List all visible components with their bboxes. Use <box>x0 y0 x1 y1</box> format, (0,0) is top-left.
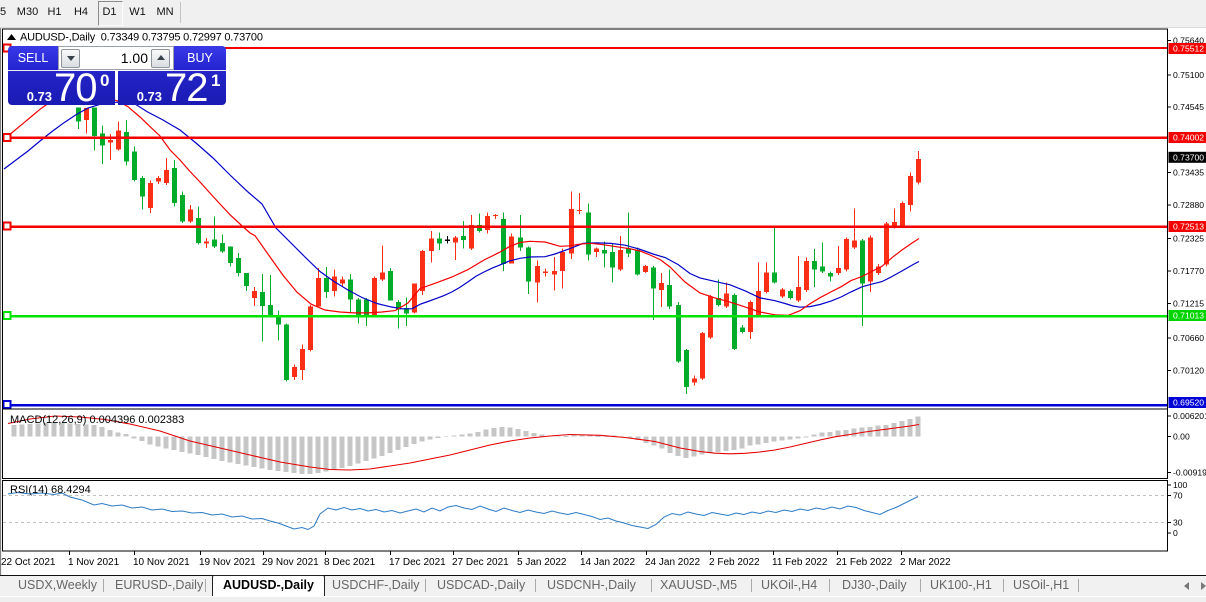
svg-text:0: 0 <box>1173 528 1178 538</box>
svg-text:70: 70 <box>1173 491 1183 501</box>
svg-text:22 Oct 2021: 22 Oct 2021 <box>1 557 56 568</box>
svg-text:29 Nov 2021: 29 Nov 2021 <box>262 557 319 568</box>
svg-text:0.75100: 0.75100 <box>1173 70 1204 80</box>
svg-text:0.70660: 0.70660 <box>1173 333 1204 343</box>
svg-text:0.71215: 0.71215 <box>1173 299 1204 309</box>
svg-text:0.74545: 0.74545 <box>1173 102 1204 112</box>
svg-text:0.75512: 0.75512 <box>1173 44 1204 54</box>
svg-text:2 Mar 2022: 2 Mar 2022 <box>900 557 951 568</box>
svg-text:27 Dec 2021: 27 Dec 2021 <box>452 557 509 568</box>
svg-text:RSI(14) 68.4294: RSI(14) 68.4294 <box>10 484 91 496</box>
svg-text:30: 30 <box>1173 517 1183 527</box>
svg-text:100: 100 <box>1173 480 1188 490</box>
svg-text:14 Jan 2022: 14 Jan 2022 <box>580 557 635 568</box>
svg-text:2 Feb 2022: 2 Feb 2022 <box>709 557 760 568</box>
svg-text:0.70120: 0.70120 <box>1173 366 1204 376</box>
svg-text:5 Jan 2022: 5 Jan 2022 <box>517 557 567 568</box>
svg-text:10 Nov 2021: 10 Nov 2021 <box>133 557 190 568</box>
svg-text:21 Feb 2022: 21 Feb 2022 <box>836 557 893 568</box>
svg-text:0.71770: 0.71770 <box>1173 266 1204 276</box>
svg-text:1 Nov 2021: 1 Nov 2021 <box>68 557 120 568</box>
svg-text:0.69520: 0.69520 <box>1173 398 1204 408</box>
svg-text:0.006201: 0.006201 <box>1173 411 1206 421</box>
svg-text:0.74002: 0.74002 <box>1173 133 1204 143</box>
svg-text:8 Dec 2021: 8 Dec 2021 <box>324 557 376 568</box>
svg-text:19 Nov 2021: 19 Nov 2021 <box>199 557 256 568</box>
svg-text:MACD(12,26,9) 0.004396 0.00238: MACD(12,26,9) 0.004396 0.002383 <box>10 414 184 426</box>
svg-text:0.72325: 0.72325 <box>1173 234 1204 244</box>
svg-text:0.71013: 0.71013 <box>1173 311 1204 321</box>
svg-text:0.72513: 0.72513 <box>1173 222 1204 232</box>
svg-text:0.73700: 0.73700 <box>1173 152 1204 162</box>
svg-text:11 Feb 2022: 11 Feb 2022 <box>772 557 828 568</box>
svg-text:0.73435: 0.73435 <box>1173 168 1204 178</box>
svg-text:17 Dec 2021: 17 Dec 2021 <box>389 557 446 568</box>
svg-text:0.00: 0.00 <box>1173 431 1190 441</box>
svg-text:-0.00919: -0.00919 <box>1173 468 1206 478</box>
svg-text:AUDUSD-,Daily 0.73349 0.73795: AUDUSD-,Daily 0.73349 0.73795 0.72997 0.… <box>20 32 263 44</box>
svg-text:0.72880: 0.72880 <box>1173 200 1204 210</box>
svg-text:24 Jan 2022: 24 Jan 2022 <box>645 557 700 568</box>
